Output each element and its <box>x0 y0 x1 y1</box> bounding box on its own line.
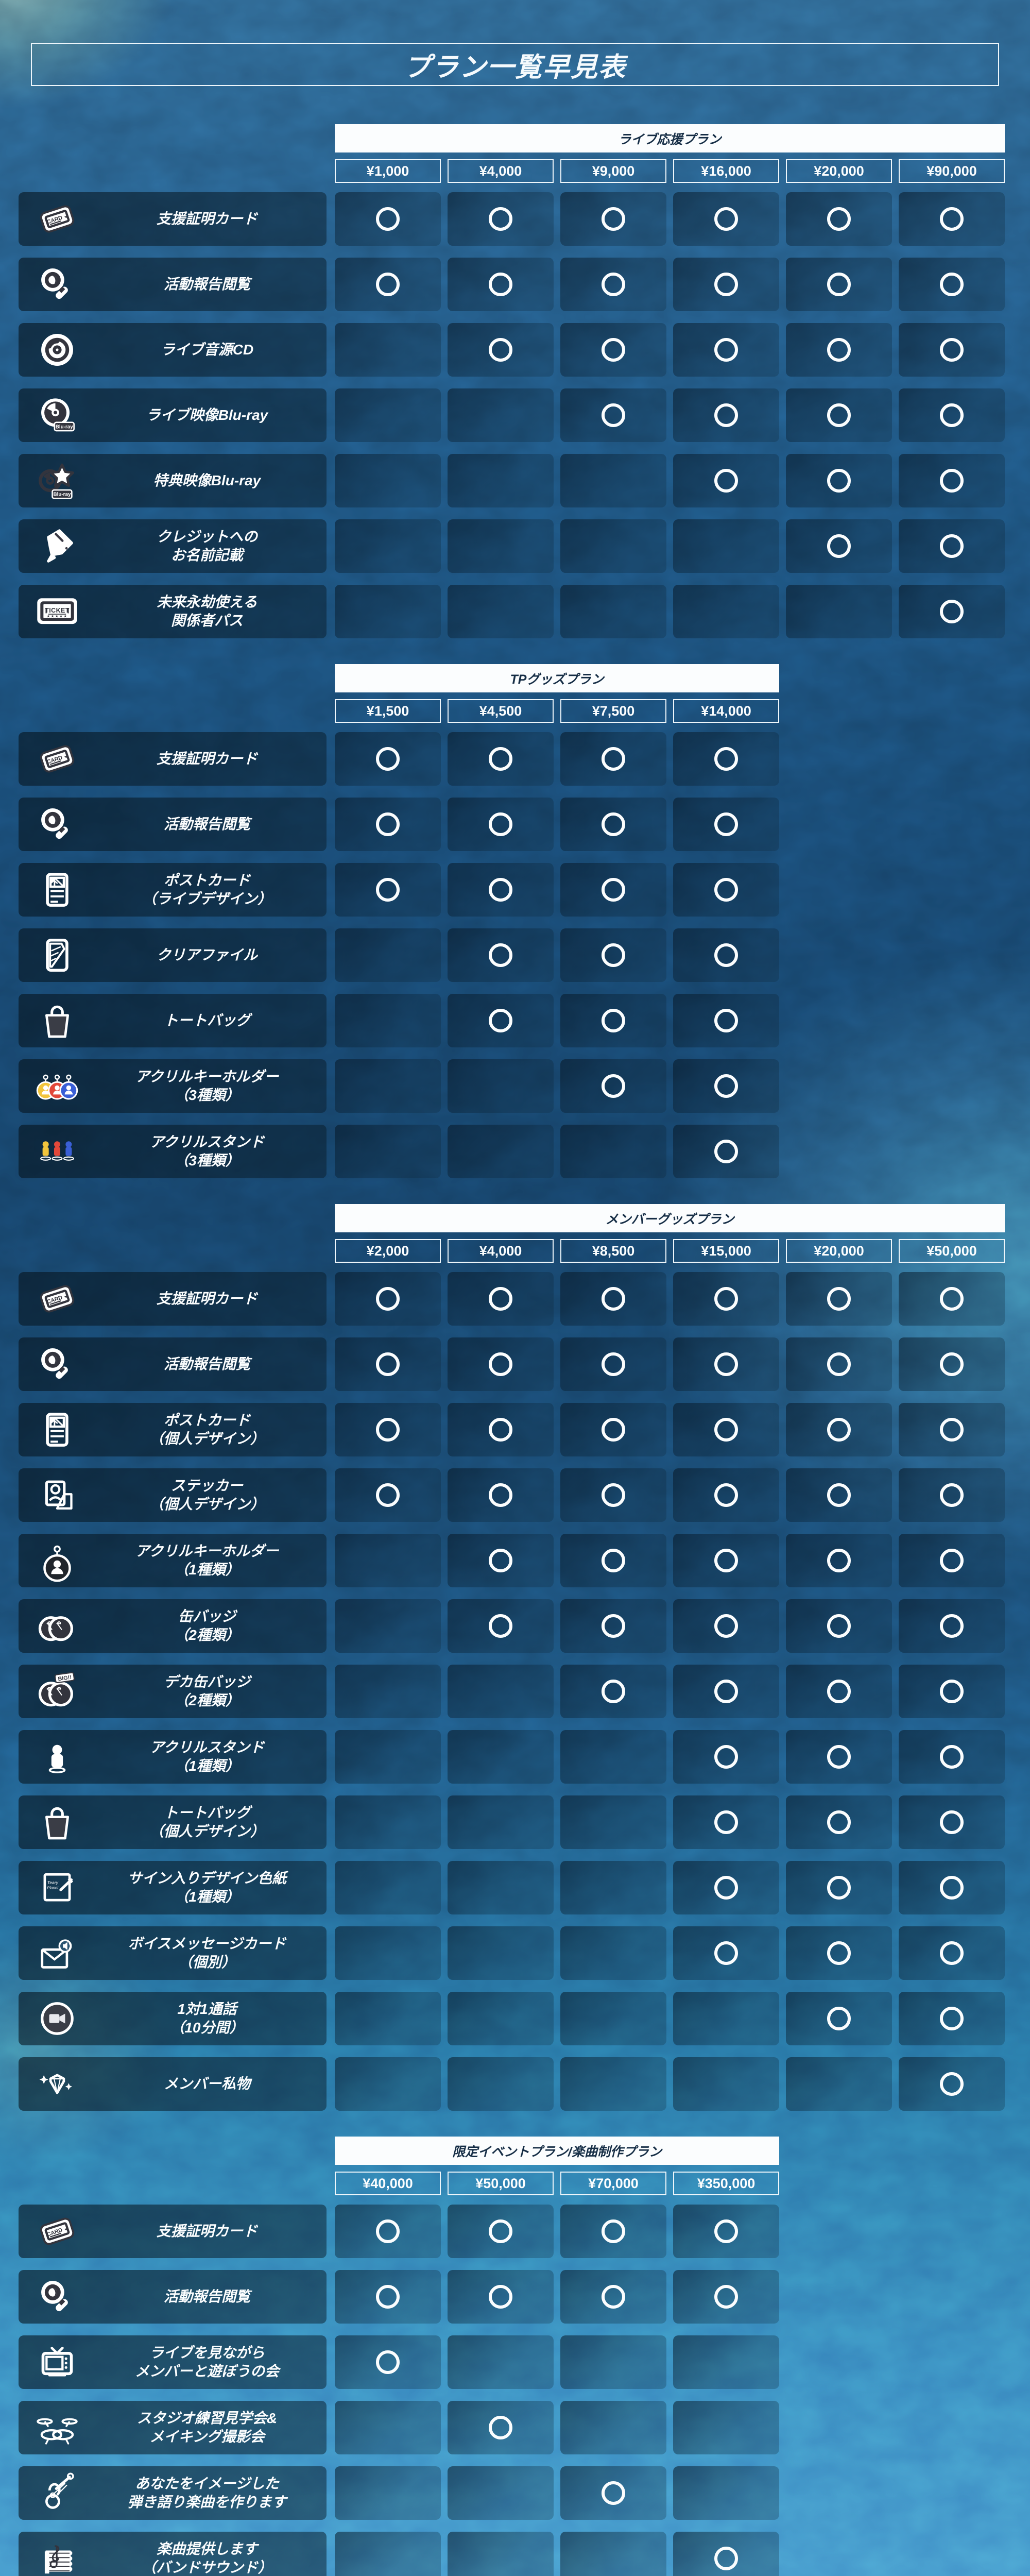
svg-text:Planet: Planet <box>47 1886 59 1890</box>
svg-text:TICKET: TICKET <box>45 607 70 614</box>
svg-text:Blu-ray: Blu-ray <box>56 424 74 430</box>
svg-text:★★★★★: ★★★★★ <box>46 614 67 619</box>
svg-text:Teary: Teary <box>47 1880 59 1885</box>
svg-text:Blu-ray: Blu-ray <box>53 492 71 498</box>
